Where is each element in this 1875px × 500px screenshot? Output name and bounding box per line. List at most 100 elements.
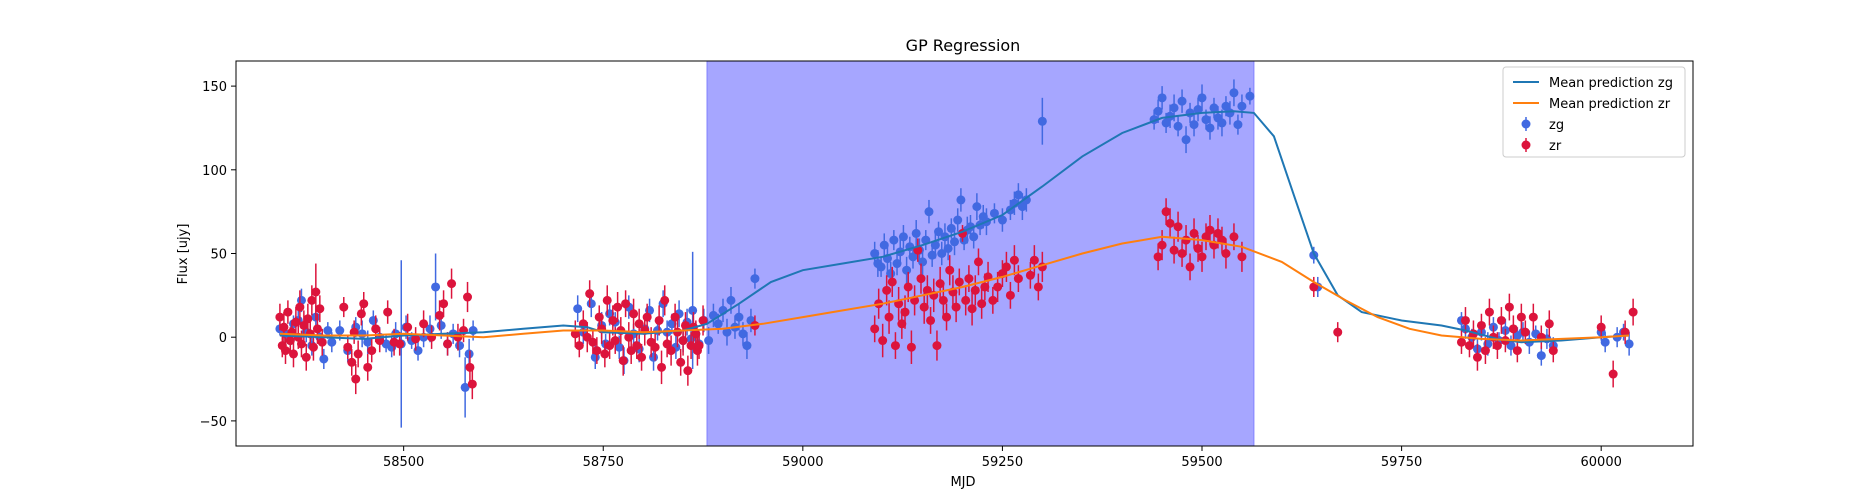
data-point xyxy=(465,362,475,372)
data-point xyxy=(368,315,378,325)
data-point xyxy=(288,349,298,359)
x-tick-label: 59000 xyxy=(782,455,823,470)
data-point xyxy=(1333,327,1343,337)
data-point xyxy=(938,295,948,305)
data-point xyxy=(688,305,698,315)
data-point xyxy=(1001,262,1011,272)
data-point xyxy=(453,332,463,342)
data-point xyxy=(973,257,983,267)
data-point xyxy=(969,232,979,242)
data-point xyxy=(1157,240,1167,250)
data-point xyxy=(1476,320,1486,330)
data-point xyxy=(357,329,367,339)
data-point xyxy=(363,337,373,347)
data-point xyxy=(339,302,349,312)
data-point xyxy=(956,195,966,205)
data-point xyxy=(632,341,642,351)
data-point xyxy=(1480,346,1490,356)
data-point xyxy=(435,310,445,320)
data-point xyxy=(1153,252,1163,262)
data-point xyxy=(1456,337,1466,347)
data-point xyxy=(649,352,659,362)
data-point xyxy=(349,327,359,337)
data-point xyxy=(1508,324,1518,334)
data-point xyxy=(977,299,987,309)
data-point xyxy=(431,282,441,292)
data-point xyxy=(980,282,990,292)
line-mean-prediction-zr xyxy=(279,235,1630,342)
data-point xyxy=(946,223,956,233)
data-point xyxy=(351,374,361,384)
data-point xyxy=(694,341,704,351)
data-point xyxy=(624,332,634,342)
data-point xyxy=(464,349,474,359)
data-point xyxy=(916,274,926,284)
data-point xyxy=(934,227,944,237)
data-point xyxy=(884,312,894,322)
legend-point-swatch xyxy=(1521,119,1531,129)
data-point xyxy=(1596,322,1606,332)
data-point xyxy=(642,312,652,322)
data-point xyxy=(935,279,945,289)
data-point xyxy=(307,295,317,305)
data-point xyxy=(698,315,708,325)
data-point xyxy=(363,362,373,372)
data-point xyxy=(1536,351,1546,361)
x-axis-label: MJD xyxy=(950,475,975,490)
data-point xyxy=(993,282,1003,292)
data-point xyxy=(1189,120,1199,130)
data-point xyxy=(1205,225,1215,235)
data-point xyxy=(1620,327,1630,337)
data-point xyxy=(1021,195,1031,205)
data-point xyxy=(1496,315,1506,325)
data-point xyxy=(945,265,955,275)
data-point xyxy=(970,285,980,295)
data-point xyxy=(403,322,413,332)
data-point xyxy=(311,287,321,297)
data-point xyxy=(1492,341,1502,351)
data-point xyxy=(570,329,580,339)
data-point xyxy=(1037,116,1047,126)
data-point xyxy=(900,307,910,317)
data-point xyxy=(887,277,897,287)
data-point xyxy=(1169,245,1179,255)
data-point xyxy=(961,295,971,305)
data-point xyxy=(713,319,723,329)
data-point xyxy=(908,252,918,262)
data-point xyxy=(972,202,982,212)
data-point xyxy=(657,362,667,372)
chart-title: GP Regression xyxy=(906,36,1021,55)
data-point xyxy=(1309,282,1319,292)
data-point xyxy=(460,382,470,392)
data-point xyxy=(1173,222,1183,232)
data-point xyxy=(1013,274,1023,284)
data-point xyxy=(997,215,1007,225)
x-tick-label: 59750 xyxy=(1381,455,1422,470)
data-point xyxy=(371,324,381,334)
data-point xyxy=(890,341,900,351)
data-point xyxy=(1029,255,1039,265)
data-point xyxy=(676,357,686,367)
data-point xyxy=(889,235,899,245)
data-point xyxy=(303,314,313,324)
data-point xyxy=(299,320,309,330)
data-point xyxy=(667,319,677,329)
data-point xyxy=(1628,307,1638,317)
data-point xyxy=(1237,101,1247,111)
data-point xyxy=(291,317,301,327)
data-point xyxy=(621,299,631,309)
y-tick-label: 50 xyxy=(210,248,227,263)
data-point xyxy=(1009,255,1019,265)
data-point xyxy=(411,334,421,344)
data-point xyxy=(312,324,322,334)
x-tick-label: 58500 xyxy=(383,455,424,470)
data-point xyxy=(1209,103,1219,113)
data-point xyxy=(634,319,644,329)
data-point xyxy=(574,341,584,351)
data-point xyxy=(1213,228,1223,238)
data-point xyxy=(1221,249,1231,258)
data-point xyxy=(1185,108,1195,118)
data-point xyxy=(319,354,329,364)
y-axis-label: Flux [ujy] xyxy=(176,224,191,285)
data-point xyxy=(592,346,602,356)
